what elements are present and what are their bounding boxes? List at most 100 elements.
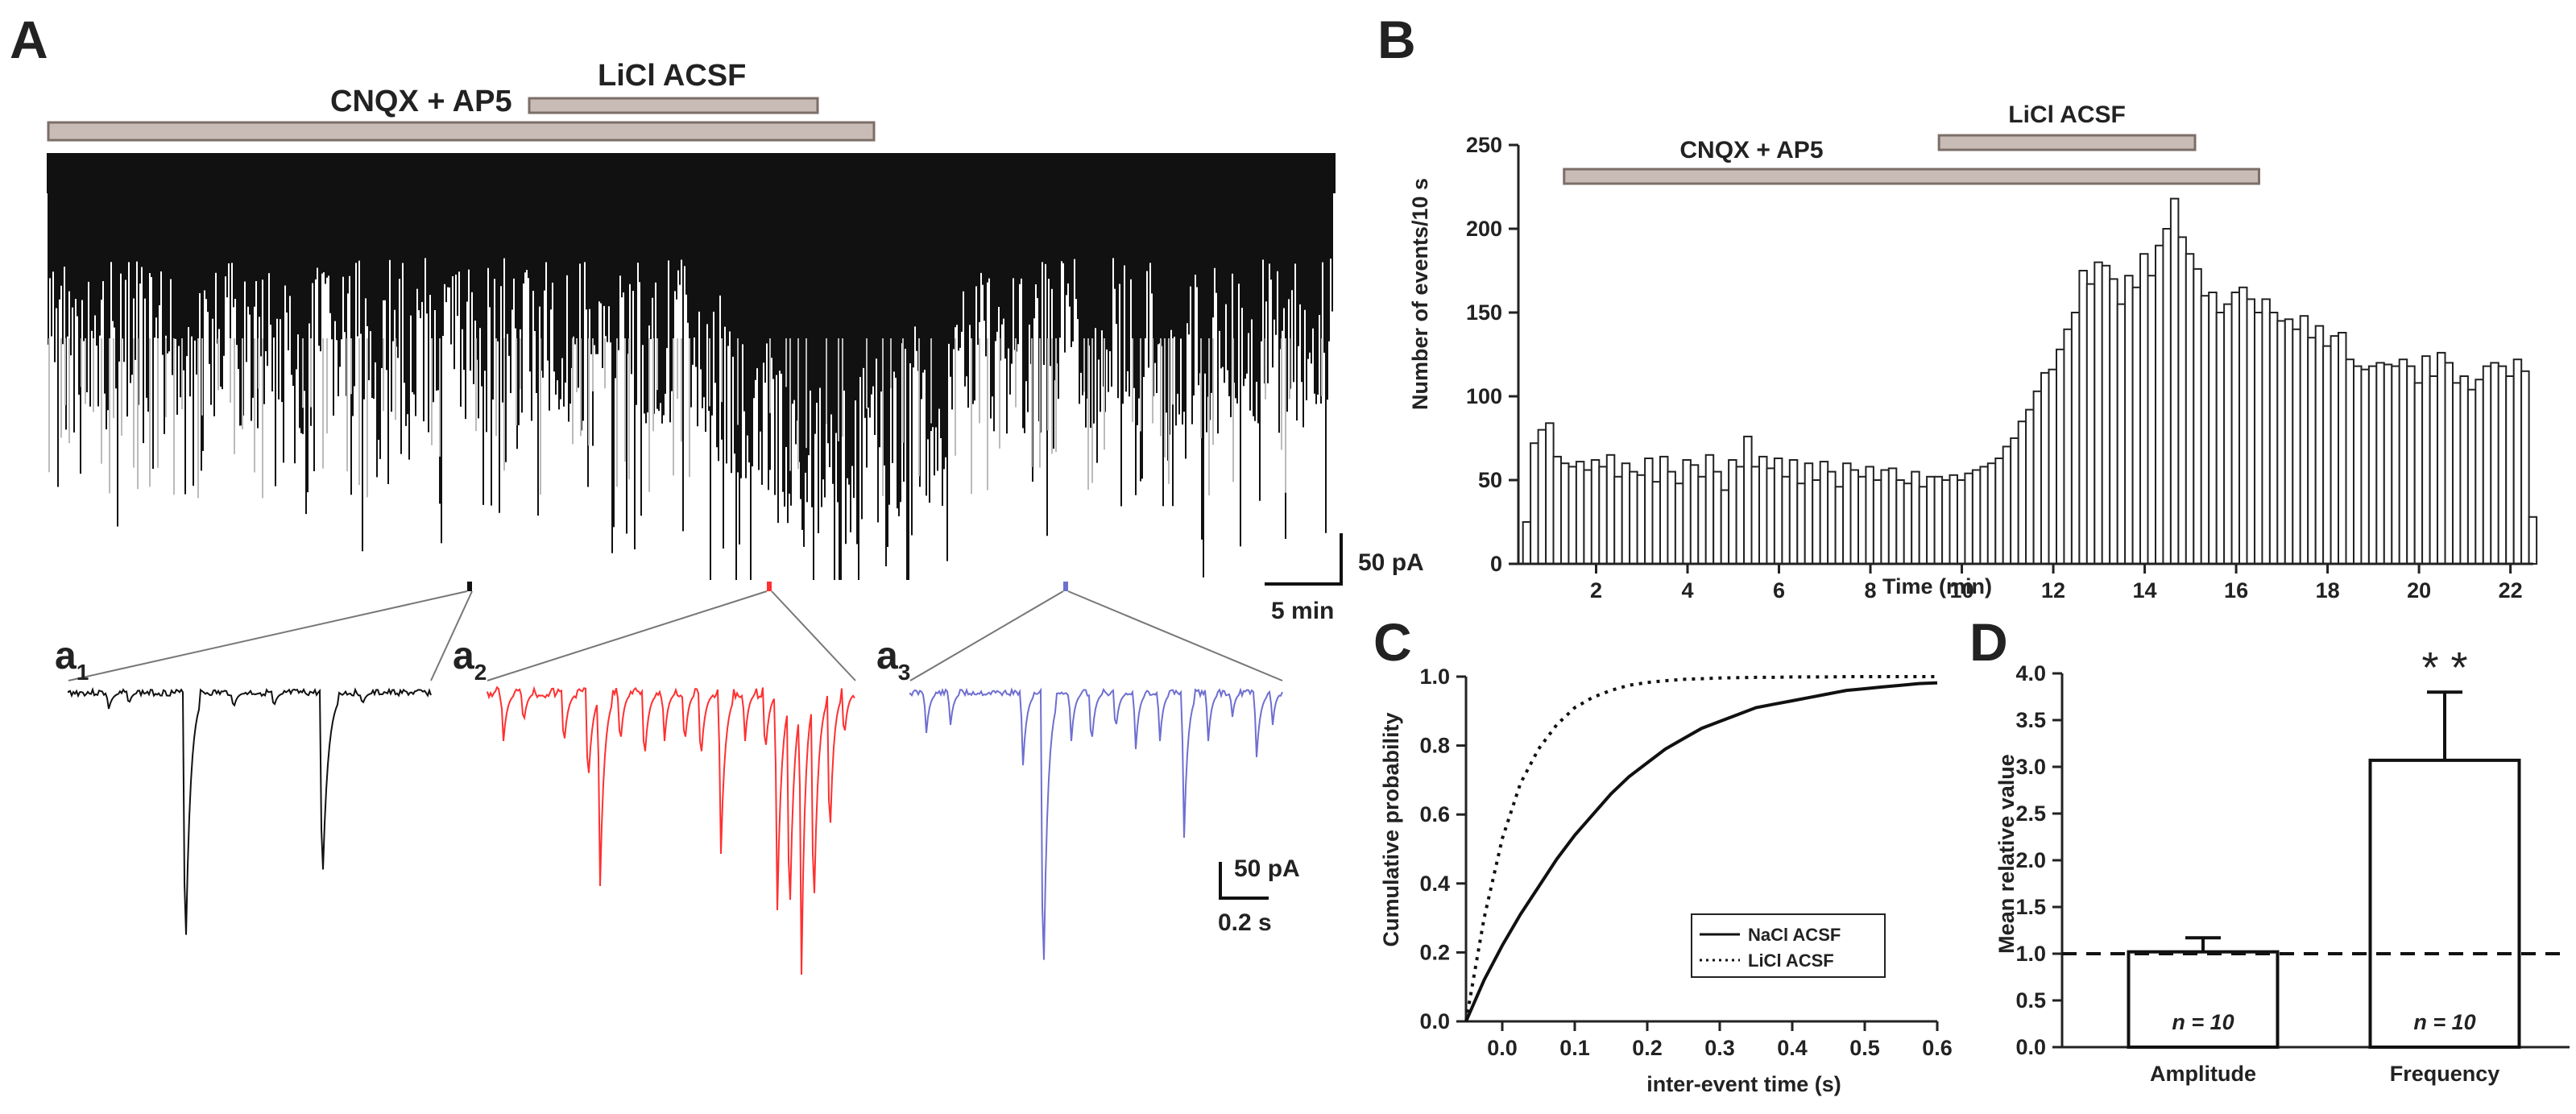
histogram-bar xyxy=(1583,469,1592,565)
histogram-x-tick-label: 16 xyxy=(2224,578,2248,603)
histogram-bar xyxy=(1842,462,1852,565)
histogram-bar xyxy=(1667,470,1676,565)
histogram-bar xyxy=(2497,365,2508,565)
n-label: n = 10 xyxy=(2413,1010,2475,1034)
inset-scale-amp: 50 pA xyxy=(1234,855,1300,882)
histogram-bar xyxy=(2124,275,2134,565)
legend-entry-nacl: NaCl ACSF xyxy=(1748,925,1841,945)
histogram-bar xyxy=(2444,362,2454,565)
histogram-bar xyxy=(2475,379,2484,565)
cumulative-y-tick-label: 0.2 xyxy=(1419,940,1450,964)
panel-a-label: A xyxy=(10,10,48,69)
histogram-bar xyxy=(1530,442,1539,565)
scale-time-a: 5 min xyxy=(1271,598,1334,624)
histogram-y-axis-label: Number of events/10 s xyxy=(1408,178,1432,410)
histogram-bar xyxy=(1887,467,1898,565)
scale-bar-a xyxy=(1265,533,1343,586)
histogram-x-tick-label: 22 xyxy=(2499,578,2523,603)
histogram-bar xyxy=(1857,475,1867,565)
histogram-y-tick-label: 0 xyxy=(1490,552,1502,576)
histogram-bar xyxy=(1552,455,1562,565)
zoom-line xyxy=(487,590,768,681)
histogram-bar xyxy=(1827,470,1837,565)
histogram-bar xyxy=(1735,466,1746,565)
histogram-y-tick-label: 150 xyxy=(1466,300,1502,325)
relative-y-tick-label: 3.5 xyxy=(2015,708,2046,732)
relative-bar-frequency xyxy=(2368,758,2521,1049)
histogram-bar xyxy=(2131,286,2142,565)
histogram-bar xyxy=(1971,469,1982,565)
histogram-bar xyxy=(2360,368,2370,565)
histogram-bar xyxy=(2520,370,2530,565)
histogram-bar xyxy=(2276,320,2286,565)
inset-scale-bar xyxy=(1219,862,1269,900)
cumulative-y-tick-label: 0.4 xyxy=(1419,872,1450,896)
mean-relative-value-chart: 0.0 0.5 1.0 1.5 2.0 2.5 3.0 3.5 4.0 Amplitude n = … xyxy=(2015,644,2570,1086)
histogram-bar xyxy=(1766,467,1775,565)
histogram-bar xyxy=(2040,371,2050,565)
histogram-bar xyxy=(1621,462,1631,565)
panel-c-label: C xyxy=(1373,612,1412,672)
histogram-bar xyxy=(1568,466,1577,565)
histogram-bar xyxy=(1575,461,1585,565)
zoom-line xyxy=(909,590,1064,681)
trace-sweeps-grey xyxy=(48,338,1323,499)
histogram-bar xyxy=(2254,312,2263,565)
relative-y-tick-label: 2.0 xyxy=(2015,848,2046,872)
histogram-bar xyxy=(2345,358,2354,565)
histogram-x-tick-label: 4 xyxy=(1681,578,1693,603)
category-label-frequency: Frequency xyxy=(2390,1062,2500,1086)
histogram-bar xyxy=(2314,325,2325,565)
histogram-bar xyxy=(2391,365,2400,565)
category-label-amplitude: Amplitude xyxy=(2150,1062,2256,1086)
inset-label-a2: a2 xyxy=(453,635,487,685)
histogram-bar xyxy=(2338,332,2347,565)
histogram-bar xyxy=(2413,382,2424,565)
histogram-bar xyxy=(2002,445,2012,565)
licl-bar-a xyxy=(528,97,819,114)
legend-box xyxy=(1691,913,1886,978)
cumulative-probability-chart: 0.0 0.1 0.2 0.3 0.4 0.5 0.6 0.0 0.2 0.4 0.6 0.8 1.0 xyxy=(1419,665,1952,1060)
histogram-bar xyxy=(1819,461,1829,565)
cumulative-y-tick-label: 0.6 xyxy=(1419,802,1450,826)
histogram-bar xyxy=(2147,275,2156,565)
histogram-bar xyxy=(2452,382,2462,565)
histogram-bar xyxy=(2017,420,2027,565)
events-histogram: 2 4 6 8 10 12 14 16 18 20 22 0 50 100 150 200 250 CNQX + … xyxy=(1466,101,2538,603)
histogram-y-tick-label: 250 xyxy=(1466,133,1502,157)
histogram-bar xyxy=(1682,459,1692,565)
histogram-bar xyxy=(1713,470,1722,565)
zoom-marker-1 xyxy=(467,582,472,591)
zoom-marker-2 xyxy=(767,582,772,591)
histogram-bar xyxy=(1849,469,1859,565)
zoom-line xyxy=(68,590,468,681)
histogram-bar xyxy=(1788,459,1799,565)
histogram-bar xyxy=(1560,462,1570,565)
histogram-bar xyxy=(1605,453,1616,565)
histogram-bar xyxy=(2367,365,2378,565)
histogram-bar xyxy=(1979,466,1989,565)
cnqx-ap5-label-b: CNQX + AP5 xyxy=(1679,137,1823,164)
zoom-line xyxy=(1067,590,1283,681)
histogram-bar xyxy=(1629,470,1638,565)
histogram-y-tick-label: 100 xyxy=(1466,384,1502,408)
zoom-line xyxy=(771,590,856,681)
histogram-bar xyxy=(2459,375,2469,565)
histogram-bar xyxy=(2230,292,2241,565)
histogram-x-tick-label: 10 xyxy=(1950,578,1974,603)
histogram-bar xyxy=(2512,358,2523,565)
cumulative-y-tick-label: 0.0 xyxy=(1419,1009,1450,1033)
histogram-bar xyxy=(1880,469,1890,565)
histogram-bar xyxy=(2421,355,2431,565)
cnqx-ap5-label-a: CNQX + AP5 xyxy=(330,85,512,118)
histogram-y-tick-label: 50 xyxy=(1478,468,1502,492)
inset-trace-a1 xyxy=(68,686,432,935)
histogram-bar xyxy=(1865,466,1874,565)
histogram-bar xyxy=(1964,472,1973,565)
histogram-x-axis-label: Time (min) xyxy=(1882,574,1992,598)
histogram-bar xyxy=(2010,437,2019,565)
histogram-bar xyxy=(1651,481,1661,565)
cumulative-y-tick-label: 0.8 xyxy=(1419,734,1450,758)
histogram-bar xyxy=(1986,462,1997,565)
